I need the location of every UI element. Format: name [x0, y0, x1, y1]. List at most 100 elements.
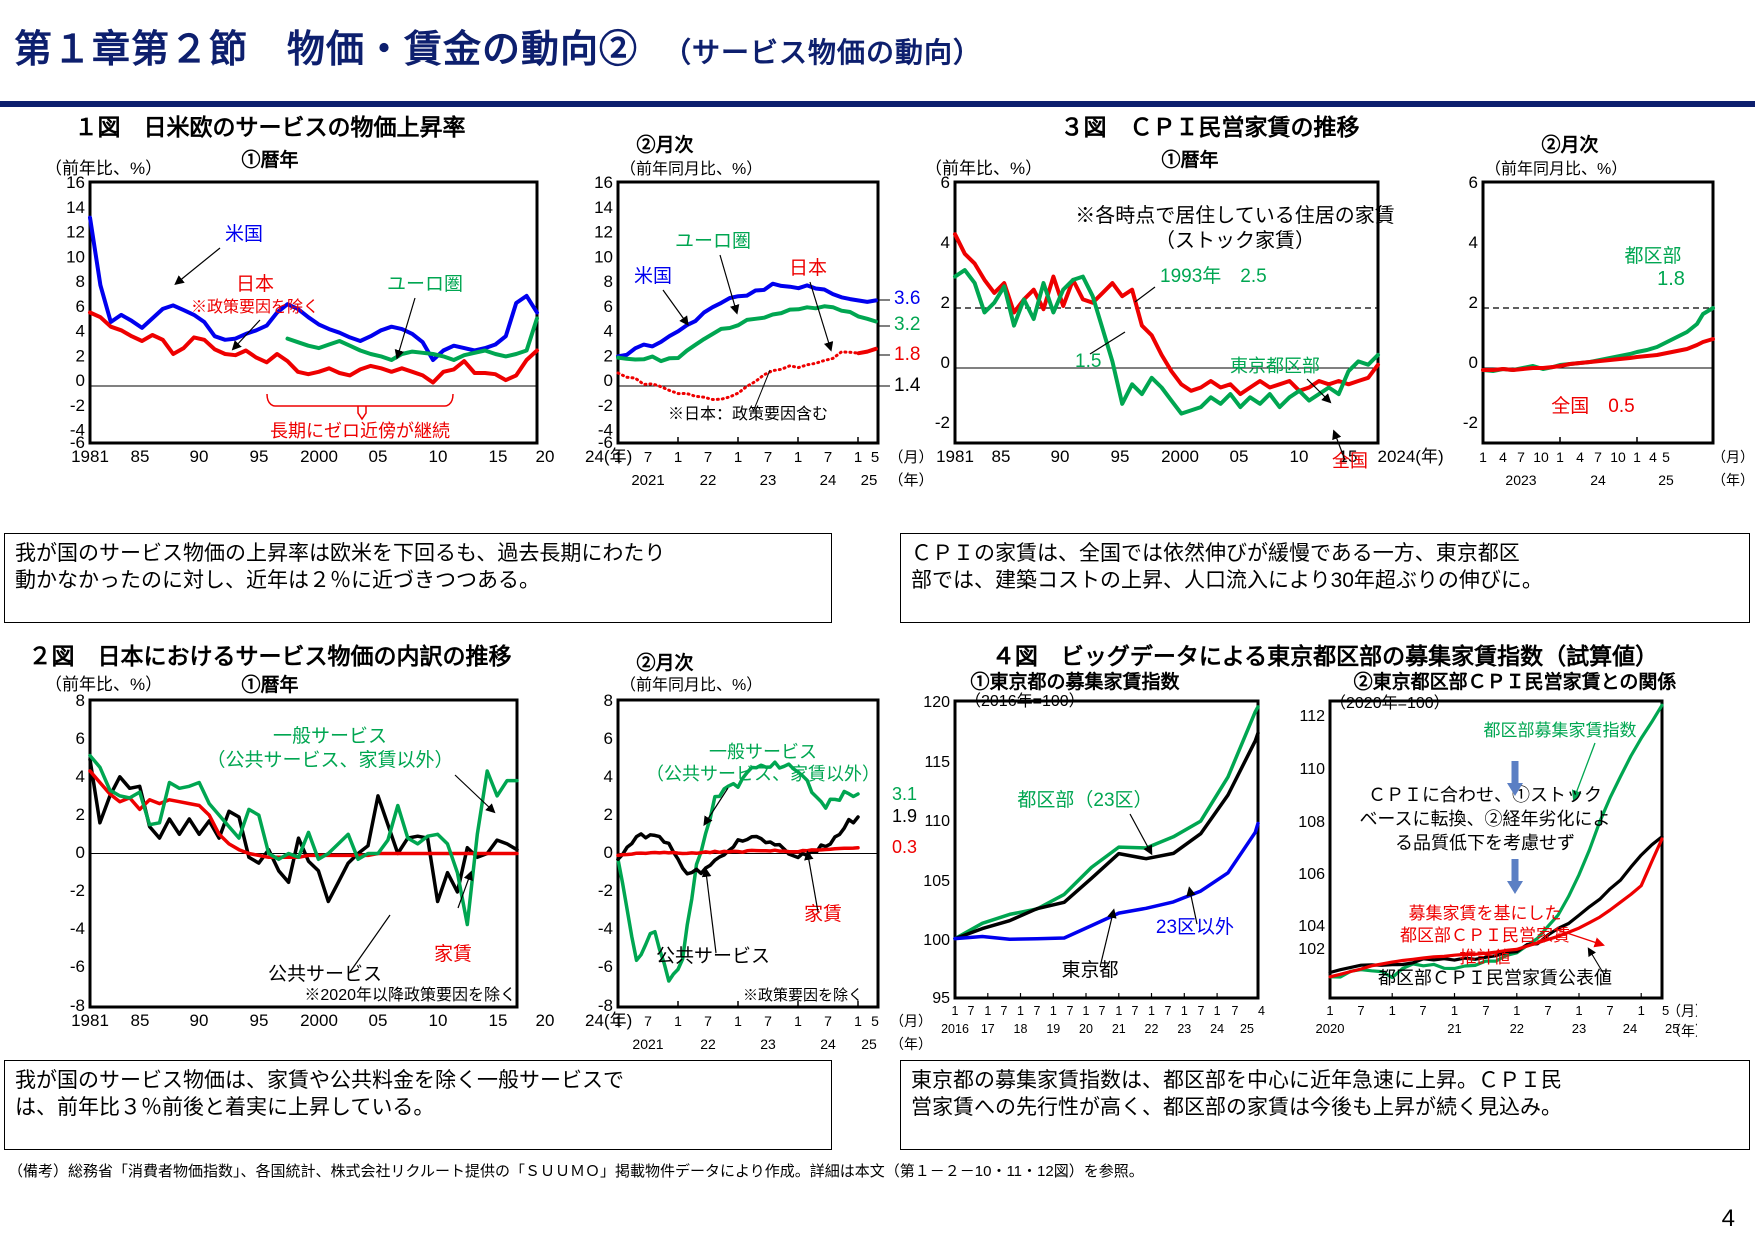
svg-text:10: 10 — [1533, 449, 1549, 465]
svg-text:1981: 1981 — [936, 447, 974, 466]
svg-text:1: 1 — [794, 449, 802, 466]
svg-text:1: 1 — [1479, 449, 1487, 465]
svg-text:公共サービス: 公共サービス — [656, 945, 770, 967]
svg-text:募集家賃を基にした: 募集家賃を基にした — [1409, 904, 1562, 923]
svg-text:※政策要因を除く: ※政策要因を除く — [191, 298, 319, 316]
svg-text:10: 10 — [66, 247, 85, 266]
svg-text:85: 85 — [131, 1011, 150, 1030]
svg-text:（前年比、%）: （前年比、%） — [45, 159, 162, 178]
svg-text:22: 22 — [700, 472, 717, 489]
svg-text:1: 1 — [1148, 1004, 1155, 1018]
svg-text:8: 8 — [604, 272, 613, 291]
svg-text:1: 1 — [1556, 449, 1564, 465]
svg-text:公共サービス: 公共サービス — [268, 963, 382, 985]
svg-text:1.5: 1.5 — [1075, 351, 1101, 372]
svg-text:1.4: 1.4 — [894, 375, 921, 396]
svg-text:7: 7 — [1099, 1004, 1106, 1018]
svg-text:東京都区部: 東京都区部 — [1230, 356, 1320, 376]
svg-text:20: 20 — [536, 1011, 555, 1030]
svg-text:12: 12 — [66, 223, 85, 242]
svg-text:17: 17 — [981, 1022, 995, 1036]
svg-text:※2020年以降政策要因を除く: ※2020年以降政策要因を除く — [304, 986, 516, 1004]
svg-text:家賃: 家賃 — [434, 943, 472, 965]
svg-text:25: 25 — [861, 472, 878, 489]
svg-text:23: 23 — [760, 472, 777, 489]
svg-text:4: 4 — [941, 233, 950, 252]
svg-text:1: 1 — [1214, 1004, 1221, 1018]
svg-text:2000: 2000 — [300, 447, 338, 466]
svg-text:長期にゼロ近傍が継続: 長期にゼロ近傍が継続 — [270, 421, 450, 441]
svg-text:0: 0 — [604, 843, 613, 862]
svg-text:1: 1 — [734, 449, 742, 466]
svg-text:6: 6 — [1469, 173, 1478, 192]
svg-text:米国: 米国 — [225, 223, 263, 245]
svg-text:1: 1 — [1389, 1003, 1396, 1018]
svg-text:1: 1 — [1326, 1003, 1333, 1018]
svg-text:6: 6 — [604, 729, 613, 748]
svg-text:都区部（23区）: 都区部（23区） — [1017, 789, 1152, 811]
svg-text:一般サービス: 一般サービス — [273, 725, 387, 747]
svg-text:3.1: 3.1 — [892, 784, 917, 804]
svg-text:8: 8 — [76, 691, 85, 710]
svg-text:※各時点で居住している住居の家賃: ※各時点で居住している住居の家賃 — [1075, 204, 1394, 227]
svg-text:5: 5 — [1662, 449, 1670, 465]
svg-text:都区部ＣＰＩ民営家賃: 都区部ＣＰＩ民営家賃 — [1400, 926, 1570, 945]
svg-text:米国: 米国 — [634, 265, 672, 287]
svg-text:24: 24 — [1623, 1021, 1637, 1036]
svg-text:6: 6 — [604, 297, 613, 316]
svg-text:102: 102 — [1298, 941, 1325, 958]
svg-text:（月）: （月） — [1712, 449, 1754, 465]
svg-text:8: 8 — [76, 272, 85, 291]
svg-text:1: 1 — [1017, 1004, 1024, 1018]
svg-text:7: 7 — [1165, 1004, 1172, 1018]
svg-text:4: 4 — [1499, 449, 1507, 465]
svg-text:7: 7 — [1517, 449, 1525, 465]
svg-text:（公共サービス、家賃以外）: （公共サービス、家賃以外） — [206, 749, 453, 771]
svg-text:ベースに転換、②経年劣化によ: ベースに転換、②経年劣化によ — [1359, 809, 1610, 829]
svg-text:-2: -2 — [598, 396, 613, 415]
svg-text:-2: -2 — [598, 881, 613, 900]
svg-text:15: 15 — [489, 447, 508, 466]
svg-text:3.2: 3.2 — [894, 314, 920, 335]
svg-text:-6: -6 — [598, 433, 613, 452]
svg-text:1: 1 — [1115, 1004, 1122, 1018]
svg-text:90: 90 — [190, 1011, 209, 1030]
svg-text:0: 0 — [604, 371, 613, 390]
svg-text:（年）: （年） — [1667, 1023, 1697, 1039]
svg-text:90: 90 — [1051, 447, 1070, 466]
svg-text:（前年同月比、%）: （前年同月比、%） — [620, 676, 762, 694]
svg-text:（月）: （月） — [1667, 1003, 1697, 1019]
svg-text:2: 2 — [1469, 293, 1478, 312]
svg-text:0: 0 — [76, 843, 85, 862]
svg-text:全国 0.5: 全国 0.5 — [1551, 395, 1634, 417]
svg-text:4: 4 — [1649, 449, 1657, 465]
svg-text:90: 90 — [190, 447, 209, 466]
svg-text:4: 4 — [1576, 449, 1584, 465]
svg-text:0: 0 — [76, 371, 85, 390]
svg-text:95: 95 — [1111, 447, 1130, 466]
svg-text:1: 1 — [1638, 1003, 1645, 1018]
svg-text:10: 10 — [429, 1011, 448, 1030]
svg-text:日本: 日本 — [789, 257, 827, 279]
svg-text:5: 5 — [871, 1013, 879, 1029]
svg-text:7: 7 — [824, 1013, 832, 1029]
svg-text:日本: 日本 — [236, 273, 274, 295]
svg-text:2000: 2000 — [300, 1011, 338, 1030]
svg-text:2016: 2016 — [941, 1022, 969, 1036]
svg-text:05: 05 — [1230, 447, 1249, 466]
svg-text:1: 1 — [1633, 449, 1641, 465]
svg-text:85: 85 — [131, 447, 150, 466]
svg-text:22: 22 — [700, 1036, 716, 1052]
svg-text:7: 7 — [1419, 1003, 1426, 1018]
svg-text:95: 95 — [250, 447, 269, 466]
svg-text:24: 24 — [1590, 472, 1606, 488]
svg-text:-4: -4 — [70, 919, 85, 938]
svg-text:22: 22 — [1510, 1021, 1524, 1036]
svg-text:2021: 2021 — [631, 472, 664, 489]
svg-text:6: 6 — [76, 729, 85, 748]
svg-text:7: 7 — [824, 449, 832, 466]
svg-text:6: 6 — [76, 297, 85, 316]
svg-text:1: 1 — [614, 449, 622, 466]
svg-text:全国: 全国 — [1332, 451, 1368, 471]
svg-text:106: 106 — [1298, 866, 1325, 883]
